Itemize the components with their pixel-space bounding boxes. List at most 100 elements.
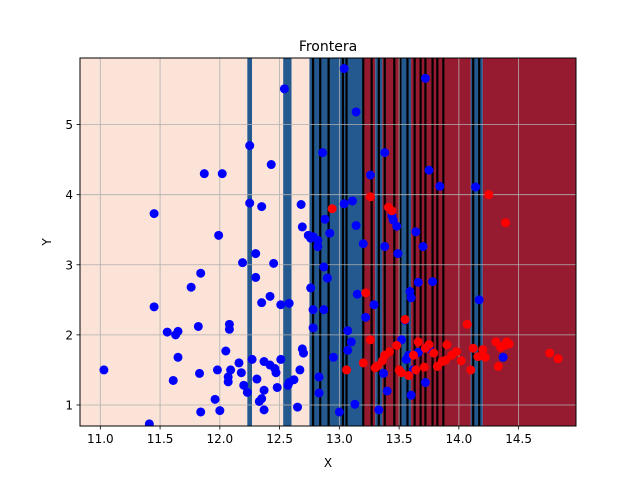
blue-point	[313, 242, 323, 252]
x-tick-label: 13.5	[386, 432, 413, 446]
blue-point	[193, 321, 203, 331]
blue-point	[308, 323, 318, 333]
y-axis-label: Y	[40, 238, 54, 247]
red-point	[466, 365, 476, 375]
red-point	[473, 352, 483, 362]
blue-point	[322, 273, 332, 283]
red-point	[504, 339, 514, 349]
blue-point	[144, 419, 154, 426]
red-point	[413, 337, 423, 347]
x-axis-ticks: 11.0 11.5 12.0 12.5 13.0 13.5 14.0 14.5	[87, 426, 532, 446]
blue-point	[251, 249, 261, 259]
blue-point	[266, 160, 276, 170]
blue-point	[196, 407, 206, 417]
x-tick-label: 11.5	[147, 432, 174, 446]
blue-point	[380, 242, 390, 252]
blue-point	[435, 181, 445, 191]
red-point	[500, 218, 510, 228]
blue-point	[259, 385, 269, 395]
red-point	[400, 314, 410, 324]
blue-point	[238, 258, 248, 268]
blue-point	[284, 298, 294, 308]
red-point	[327, 204, 337, 214]
blue-point	[236, 368, 246, 378]
blue-point	[420, 378, 430, 388]
blue-point	[257, 202, 267, 212]
blue-point	[348, 196, 358, 206]
blue-point	[471, 182, 481, 192]
blue-point	[298, 348, 308, 358]
red-point	[493, 361, 503, 371]
blue-point	[313, 235, 323, 245]
blue-point	[339, 199, 349, 209]
blue-point	[214, 230, 224, 240]
blue-point	[361, 312, 371, 322]
blue-point	[308, 305, 318, 315]
decision-region-band	[401, 58, 412, 426]
x-tick-label: 14.5	[505, 432, 532, 446]
red-point	[441, 355, 451, 365]
blue-point	[319, 305, 329, 315]
blue-point	[221, 346, 231, 356]
blue-point	[149, 302, 159, 312]
blue-point	[295, 365, 305, 375]
blue-point	[272, 382, 282, 392]
red-point	[404, 371, 414, 381]
blue-point	[217, 169, 227, 179]
red-point	[468, 343, 478, 353]
blue-point	[99, 365, 109, 375]
blue-point	[195, 368, 205, 378]
blue-point	[369, 300, 379, 310]
decision-region-band	[470, 58, 483, 426]
decision-region-band	[247, 58, 253, 426]
red-point	[365, 192, 375, 202]
blue-point	[351, 107, 361, 117]
blue-point	[223, 377, 233, 387]
blue-point	[239, 380, 249, 390]
red-point	[408, 350, 418, 360]
x-tick-label: 12.5	[266, 432, 293, 446]
blue-point	[319, 262, 329, 272]
red-point	[451, 347, 461, 357]
plot-frame	[79, 57, 577, 427]
red-point	[342, 365, 352, 375]
red-point	[361, 288, 371, 298]
red-point	[365, 335, 375, 345]
red-point	[456, 356, 466, 366]
blue-point	[314, 372, 324, 382]
red-point	[385, 347, 395, 357]
x-tick-label: 12.0	[206, 432, 233, 446]
blue-point	[252, 374, 262, 384]
red-point	[480, 352, 490, 362]
red-point	[553, 354, 563, 364]
blue-point	[325, 228, 335, 238]
blue-point	[406, 293, 416, 303]
y-tick-label: 5	[65, 118, 73, 132]
data-points	[99, 64, 563, 426]
decision-region-band	[363, 58, 376, 426]
red-point	[424, 340, 434, 350]
y-tick-label: 2	[65, 328, 73, 342]
blue-point	[276, 300, 286, 310]
blue-point	[224, 324, 234, 334]
red-point	[397, 368, 407, 378]
blue-point	[424, 165, 434, 175]
blue-point	[380, 148, 390, 158]
blue-point	[149, 209, 159, 219]
x-tick-label: 13.0	[326, 432, 353, 446]
blue-point	[245, 141, 255, 151]
blue-point	[365, 170, 375, 180]
red-point	[387, 206, 397, 216]
blue-point	[320, 214, 330, 224]
blue-point	[358, 239, 368, 249]
blue-point	[210, 394, 220, 404]
y-tick-label: 4	[65, 188, 73, 202]
red-point	[429, 348, 439, 358]
blue-point	[343, 326, 353, 336]
blue-point	[334, 407, 344, 417]
blue-point	[297, 222, 307, 232]
blue-point	[413, 277, 423, 287]
x-axis-label: X	[324, 456, 332, 470]
red-point	[358, 358, 368, 368]
blue-point	[328, 352, 338, 362]
